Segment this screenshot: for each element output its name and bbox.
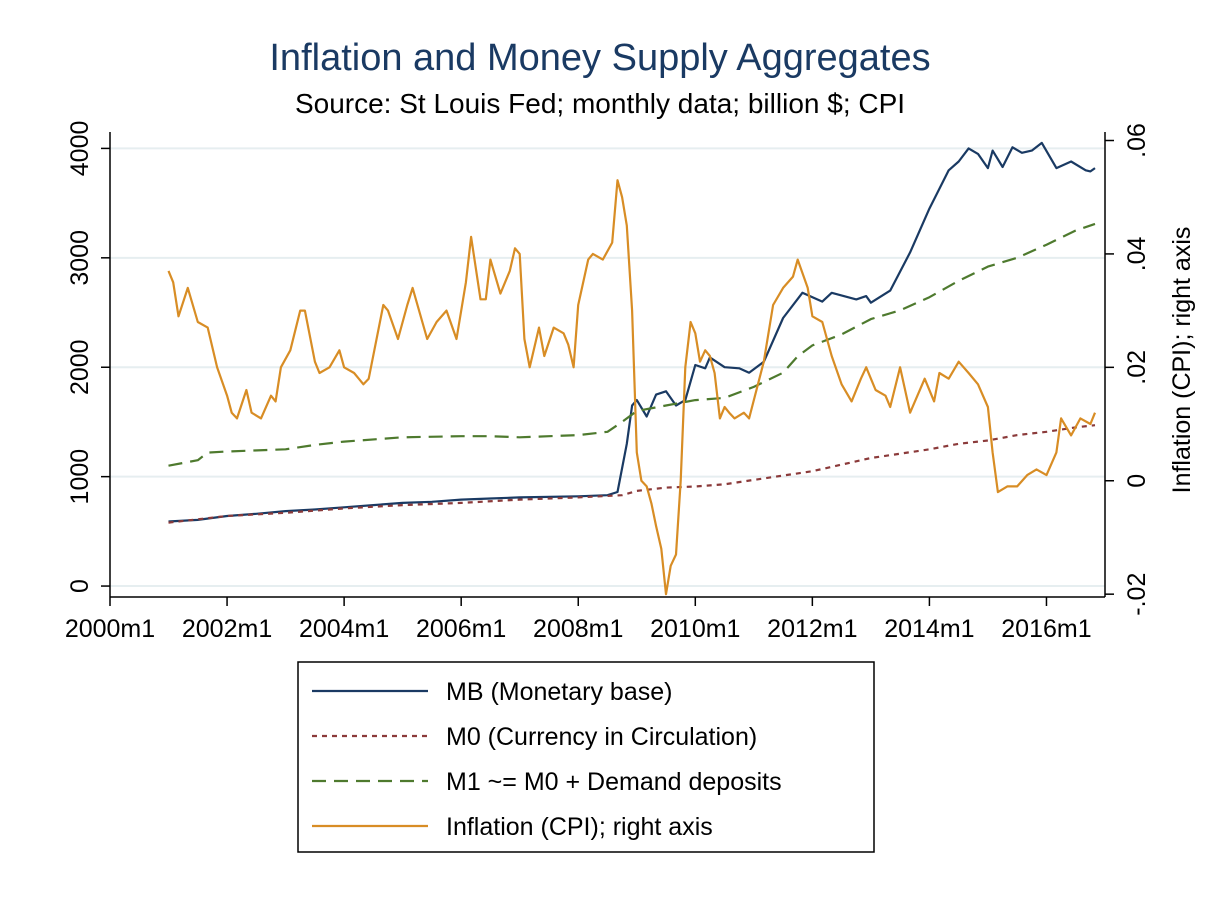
y-tick-label: 0 <box>66 579 94 593</box>
chart-subtitle: Source: St Louis Fed; monthly data; bill… <box>295 88 905 119</box>
y2-tick-label: .04 <box>1123 236 1151 271</box>
series-line <box>168 222 1096 467</box>
x-tick-label: 2012m1 <box>767 615 857 643</box>
y2-tick-label: 0 <box>1123 474 1151 488</box>
y-tick-label: 4000 <box>66 121 94 177</box>
legend-label: Inflation (CPI); right axis <box>446 813 713 841</box>
legend-label: M1 ~= M0 + Demand deposits <box>446 768 782 796</box>
y-tick-label: 1000 <box>66 449 94 505</box>
y-tick-label: 2000 <box>66 339 94 395</box>
legend-label: MB (Monetary base) <box>446 678 672 706</box>
x-tick-label: 2004m1 <box>299 615 389 643</box>
chart-title: Inflation and Money Supply Aggregates <box>269 37 930 79</box>
right-axis-label: Inflation (CPI); right axis <box>1168 227 1196 494</box>
x-tick-label: 2002m1 <box>182 615 272 643</box>
legend-box <box>297 661 875 853</box>
right-y-axis: -.02 0 .02 .04 .06 <box>1105 123 1151 616</box>
x-tick-label: 2008m1 <box>533 615 623 643</box>
legend-label: M0 (Currency in Circulation) <box>446 723 757 751</box>
y2-tick-label: .06 <box>1123 123 1151 158</box>
legend: MB (Monetary base) M0 (Currency in Circul… <box>297 661 875 853</box>
y2-tick-label: -.02 <box>1123 573 1151 616</box>
y2-tick-label: .02 <box>1123 350 1151 385</box>
grid-lines <box>110 147 1105 588</box>
series-line <box>168 141 1096 523</box>
y-tick-label: 3000 <box>66 230 94 286</box>
series-line <box>167 179 1097 596</box>
x-axis: 2000m1 2002m1 2004m1 2006m1 2008m1 2010m1 2012… <box>65 597 1092 643</box>
plot-frame <box>109 132 1106 598</box>
x-tick-label: 2010m1 <box>650 615 740 643</box>
x-tick-label: 2000m1 <box>65 615 155 643</box>
series-line <box>168 424 1096 524</box>
left-y-axis: 0 1000 2000 3000 4000 <box>66 121 110 593</box>
x-tick-label: 2016m1 <box>1001 615 1091 643</box>
x-tick-label: 2006m1 <box>416 615 506 643</box>
series-lines <box>167 141 1097 596</box>
x-tick-label: 2014m1 <box>884 615 974 643</box>
